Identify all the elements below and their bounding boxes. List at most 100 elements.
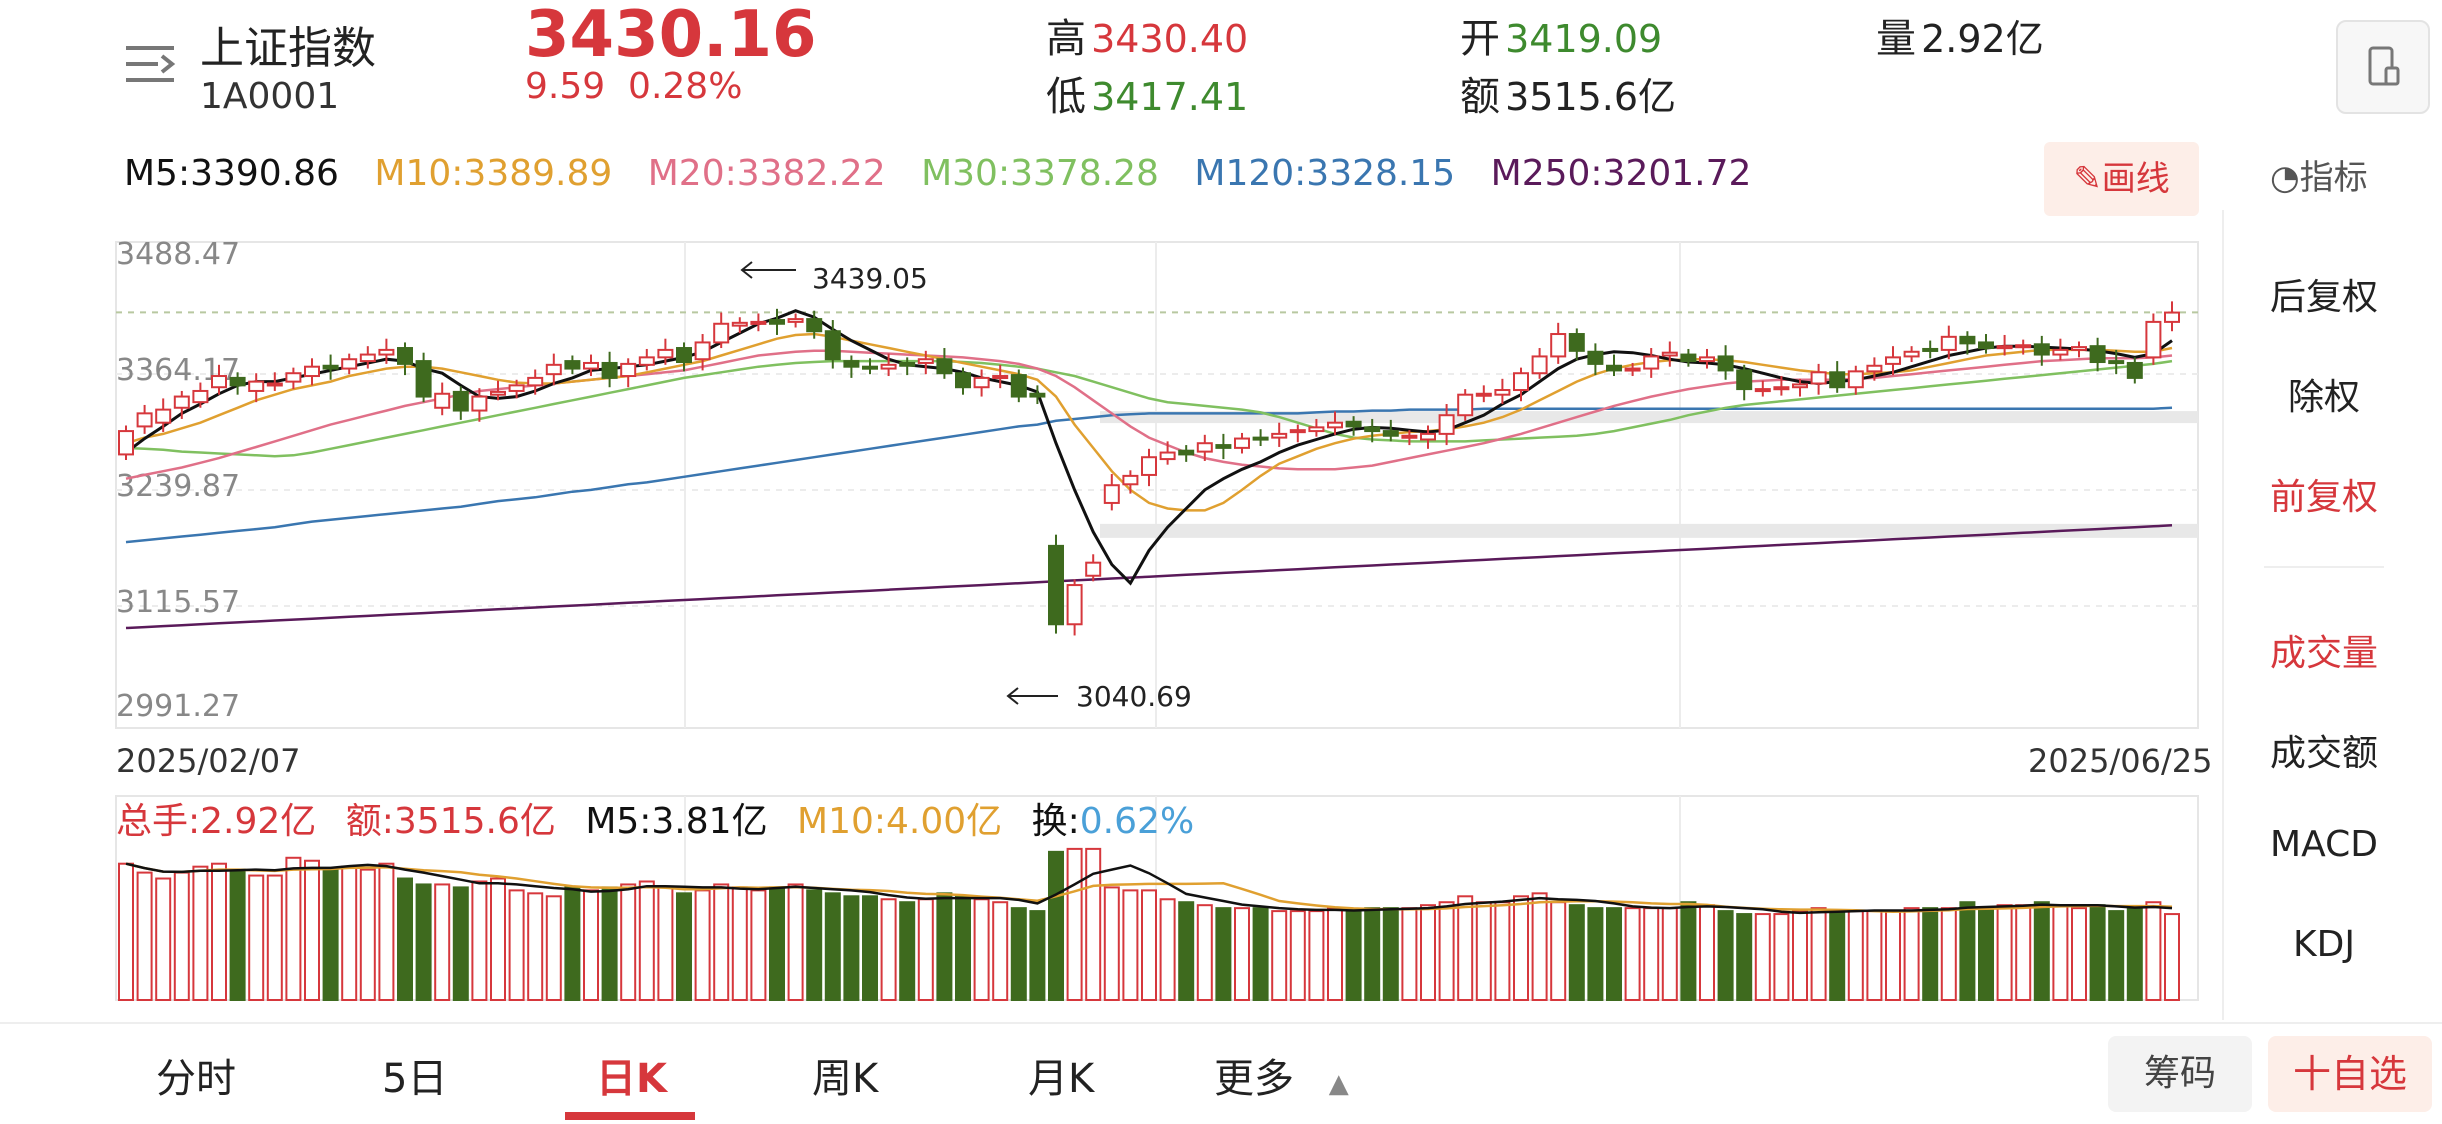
volume-bar [1829, 910, 1846, 1001]
price-change: 9.59 0.28% [525, 66, 742, 107]
tab-weekly-k[interactable]: 周K [812, 1056, 879, 1102]
candle-body [2108, 360, 2125, 365]
volume-bar [1010, 907, 1027, 1001]
gauge-icon: ◔ [2270, 158, 2300, 198]
chips-button[interactable]: 筹码 [2108, 1036, 2252, 1112]
landscape-toggle-button[interactable] [2336, 20, 2430, 114]
candle-body [378, 348, 395, 356]
volume-bar [1885, 910, 1901, 1001]
volume-bar [657, 886, 674, 1001]
volume-bar [973, 898, 990, 1002]
candle-body [434, 392, 451, 409]
candle-body [1159, 451, 1176, 461]
ma250-line [125, 524, 2173, 630]
candle-body [2052, 348, 2069, 356]
high-arrow [740, 261, 796, 279]
candle-body [843, 360, 860, 368]
candle-body [322, 364, 339, 370]
tab-monthly-k[interactable]: 月K [1028, 1056, 1095, 1102]
tab-intraday[interactable]: 分时 [156, 1056, 236, 1102]
high-annotation: 3439.05 [812, 262, 928, 295]
volume-quote: 量 2.92亿 [1876, 6, 2044, 64]
side-item-amount[interactable]: 成交额 [2269, 733, 2378, 774]
volume-bar [1457, 895, 1474, 1002]
volume-legend: 总手:2.92亿 额:3515.6亿 M5:3.81亿 M10:4.00亿 换:… [116, 792, 1212, 844]
volume-bar [1438, 901, 1455, 1002]
volume-bar [1736, 913, 1753, 1002]
pencil-icon: ✎ [2073, 159, 2102, 199]
tab-daily-k[interactable]: 日K [596, 1056, 667, 1102]
amount-value: 3515.6亿 [1505, 75, 1677, 119]
draw-line-label: 画线 [2101, 159, 2170, 199]
tab-more[interactable]: 更多 ▲ [1214, 1046, 1349, 1104]
ma20-label: M20:3382.22 [647, 153, 886, 194]
candle-body [638, 356, 655, 366]
candle-body [1085, 561, 1102, 577]
volume-bar [1866, 910, 1883, 1001]
open-quote: 开 3419.09 [1460, 6, 1662, 64]
tab-more-label: 更多 [1214, 1056, 1294, 1102]
tab-5day[interactable]: 5日 [382, 1056, 448, 1102]
volume-bar [601, 886, 618, 1001]
candle-body [452, 390, 469, 412]
candle-body [862, 365, 878, 370]
candle-body [173, 395, 190, 409]
candle-body [1066, 584, 1083, 626]
volume-bar [1122, 889, 1139, 1001]
low-label: 低 [1046, 74, 1086, 120]
candle-body [1699, 356, 1715, 363]
open-value: 3419.09 [1505, 17, 1663, 61]
high-value: 3430.40 [1091, 17, 1249, 61]
side-item-ex-rights[interactable]: 除权 [2287, 377, 2360, 418]
candle-body [917, 358, 934, 364]
volume-bar [155, 877, 172, 1001]
candle-body [1345, 420, 1362, 428]
volume-bar [1940, 907, 1957, 1001]
candle-body [601, 361, 618, 379]
candle-body [1252, 436, 1269, 441]
candle-body [118, 430, 134, 456]
volume-bar [415, 883, 432, 1002]
side-item-volume[interactable]: 成交量 [2269, 633, 2378, 674]
draw-line-button[interactable]: ✎画线 [2044, 142, 2199, 216]
side-item-forward-adjust[interactable]: 前复权 [2269, 477, 2378, 518]
volume-bar [750, 889, 767, 1001]
candle-body [1438, 414, 1455, 435]
indicator-label: 指标 [2299, 158, 2368, 198]
triangle-up-icon: ▲ [1328, 1069, 1349, 1099]
volume-bar [527, 892, 544, 1001]
candle-body [359, 353, 376, 363]
indicator-button[interactable]: ◔指标 [2270, 150, 2368, 199]
total-amount-label: 额:3515.6亿 [345, 801, 556, 842]
volume-bar [1996, 904, 2013, 1001]
volume-bar [1847, 910, 1864, 1001]
candle-body [1754, 388, 1771, 393]
moving-average-legend: M5:3390.86 M10:3389.89 M20:3382.22 M30:3… [124, 153, 1775, 194]
volume-bar [1606, 907, 1622, 1001]
candle-body [192, 389, 209, 404]
side-item-backward-adjust[interactable]: 后复权 [2269, 277, 2378, 318]
side-item-macd[interactable]: MACD [2270, 824, 2378, 865]
volume-bar [1327, 907, 1343, 1001]
volume-bar [545, 895, 562, 1002]
candle-body [2145, 320, 2162, 359]
side-item-kdj[interactable]: KDJ [2293, 924, 2355, 965]
volume-bar [1234, 907, 1250, 1001]
volume-label: 量 [1876, 16, 1916, 62]
kline-chart[interactable]: 3488.473364.173239.873115.572991.273439.… [0, 0, 2220, 1010]
volume-bar [1029, 910, 1046, 1001]
candle-body [527, 376, 544, 387]
menu-icon[interactable] [122, 40, 178, 92]
candle-body [1773, 386, 1790, 391]
candle-body [2071, 346, 2087, 351]
volume-bar [731, 886, 748, 1001]
volume-bar [1308, 910, 1325, 1001]
volume-bar [490, 877, 506, 1001]
ma5-line [125, 309, 2173, 586]
volume-bar [359, 868, 376, 1002]
volume-bar [1382, 907, 1399, 1001]
volume-bar [1550, 901, 1567, 1002]
candle-body [1736, 369, 1753, 391]
period-tab-bar: 分时 5日 日K 周K 月K 更多 ▲ [0, 1022, 2442, 1124]
add-watchlist-button[interactable]: 十自选 [2268, 1036, 2432, 1112]
